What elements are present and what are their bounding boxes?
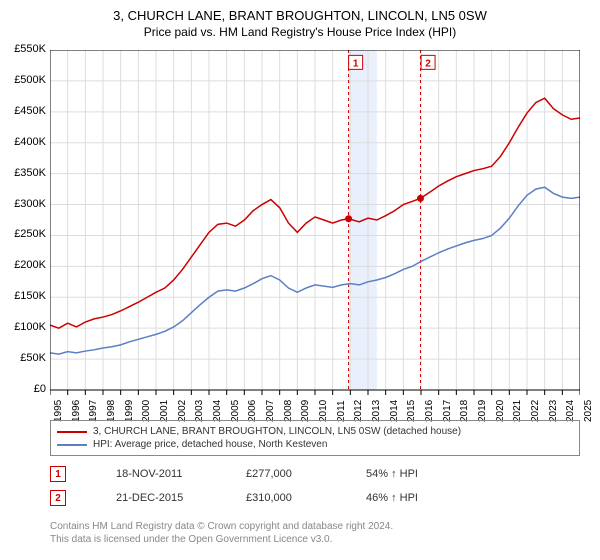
sale-marker-2: 2 (50, 490, 66, 506)
footer-line-2: This data is licensed under the Open Gov… (50, 533, 393, 546)
footer-line-1: Contains HM Land Registry data © Crown c… (50, 520, 393, 533)
sales-list: 1 18-NOV-2011 £277,000 54% ↑ HPI 2 21-DE… (50, 462, 418, 510)
y-tick-label: £350K (2, 167, 46, 179)
chart-subtitle: Price paid vs. HM Land Registry's House … (0, 25, 600, 39)
sale-date: 21-DEC-2015 (116, 492, 206, 504)
legend-label-hpi: HPI: Average price, detached house, Nort… (93, 439, 327, 450)
sale-hpi: 46% ↑ HPI (366, 492, 418, 504)
x-tick-label: 2025 (583, 400, 594, 422)
title-block: 3, CHURCH LANE, BRANT BROUGHTON, LINCOLN… (0, 0, 600, 43)
y-tick-label: £50K (2, 352, 46, 364)
legend-label-property: 3, CHURCH LANE, BRANT BROUGHTON, LINCOLN… (93, 426, 461, 437)
y-tick-label: £150K (2, 290, 46, 302)
legend-item: 3, CHURCH LANE, BRANT BROUGHTON, LINCOLN… (57, 425, 573, 438)
y-tick-label: £450K (2, 105, 46, 117)
y-tick-label: £0 (2, 383, 46, 395)
legend-swatch-hpi (57, 444, 87, 446)
svg-text:2: 2 (425, 58, 431, 69)
chart-title-address: 3, CHURCH LANE, BRANT BROUGHTON, LINCOLN… (0, 8, 600, 23)
svg-text:1: 1 (353, 58, 359, 69)
legend-item: HPI: Average price, detached house, Nort… (57, 438, 573, 451)
y-tick-label: £500K (2, 74, 46, 86)
footer-attribution: Contains HM Land Registry data © Crown c… (50, 520, 393, 546)
legend-swatch-property (57, 431, 87, 433)
y-tick-label: £100K (2, 321, 46, 333)
sale-date: 18-NOV-2011 (116, 468, 206, 480)
sale-price: £310,000 (246, 492, 326, 504)
y-tick-label: £550K (2, 43, 46, 55)
price-chart: 12 (50, 50, 580, 410)
sale-row: 1 18-NOV-2011 £277,000 54% ↑ HPI (50, 462, 418, 486)
legend: 3, CHURCH LANE, BRANT BROUGHTON, LINCOLN… (50, 420, 580, 456)
sale-marker-1: 1 (50, 466, 66, 482)
y-tick-label: £300K (2, 198, 46, 210)
y-tick-label: £200K (2, 259, 46, 271)
y-tick-label: £250K (2, 228, 46, 240)
sale-hpi: 54% ↑ HPI (366, 468, 418, 480)
sale-row: 2 21-DEC-2015 £310,000 46% ↑ HPI (50, 486, 418, 510)
y-tick-label: £400K (2, 136, 46, 148)
sale-price: £277,000 (246, 468, 326, 480)
chart-container: 3, CHURCH LANE, BRANT BROUGHTON, LINCOLN… (0, 0, 600, 560)
